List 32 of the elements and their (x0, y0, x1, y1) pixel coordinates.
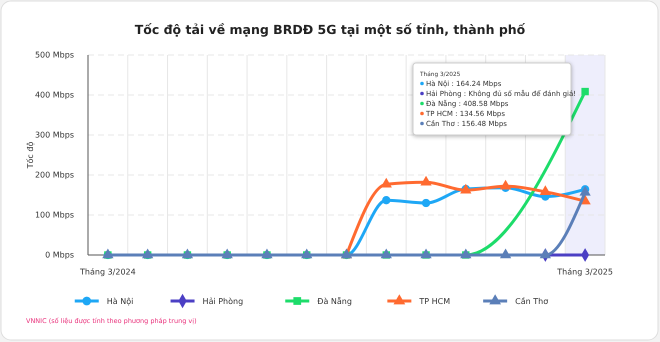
point (500, 180, 512, 190)
point (420, 176, 432, 186)
point (102, 248, 114, 258)
y-tick-label: 500 Mbps (34, 50, 74, 60)
y-tick-label: 0 Mbps (45, 250, 74, 260)
point (182, 248, 194, 258)
legend-label: Cần Thơ (515, 297, 548, 306)
point (261, 248, 273, 258)
point (579, 186, 591, 196)
point (301, 248, 312, 258)
point (380, 178, 392, 188)
y-tick-label: 200 Mbps (34, 170, 74, 180)
y-tick-label: 400 Mbps (34, 90, 74, 100)
point (380, 248, 392, 258)
legend-label: TP HCM (418, 297, 450, 306)
x-tick-label: Tháng 3/2024 (79, 268, 136, 277)
point (422, 198, 430, 208)
point (540, 185, 551, 196)
legend-label: Đà Nẵng (317, 297, 352, 306)
point (581, 88, 589, 96)
y-axis-title: Tốc độ (26, 142, 35, 170)
point (222, 248, 233, 258)
chart-title: Tốc độ tải về mạng BRDĐ 5G tại một số tỉnh, thành phố (134, 22, 526, 37)
y-tick-label: 100 Mbps (34, 210, 74, 220)
point (142, 248, 154, 258)
legend-label: Hà Nội (106, 297, 134, 306)
y-tick-label: 300 Mbps (34, 130, 74, 140)
point (420, 248, 432, 258)
legend-label: Hải Phòng (202, 297, 244, 306)
point (500, 248, 512, 258)
point (460, 248, 472, 258)
point (382, 196, 390, 204)
